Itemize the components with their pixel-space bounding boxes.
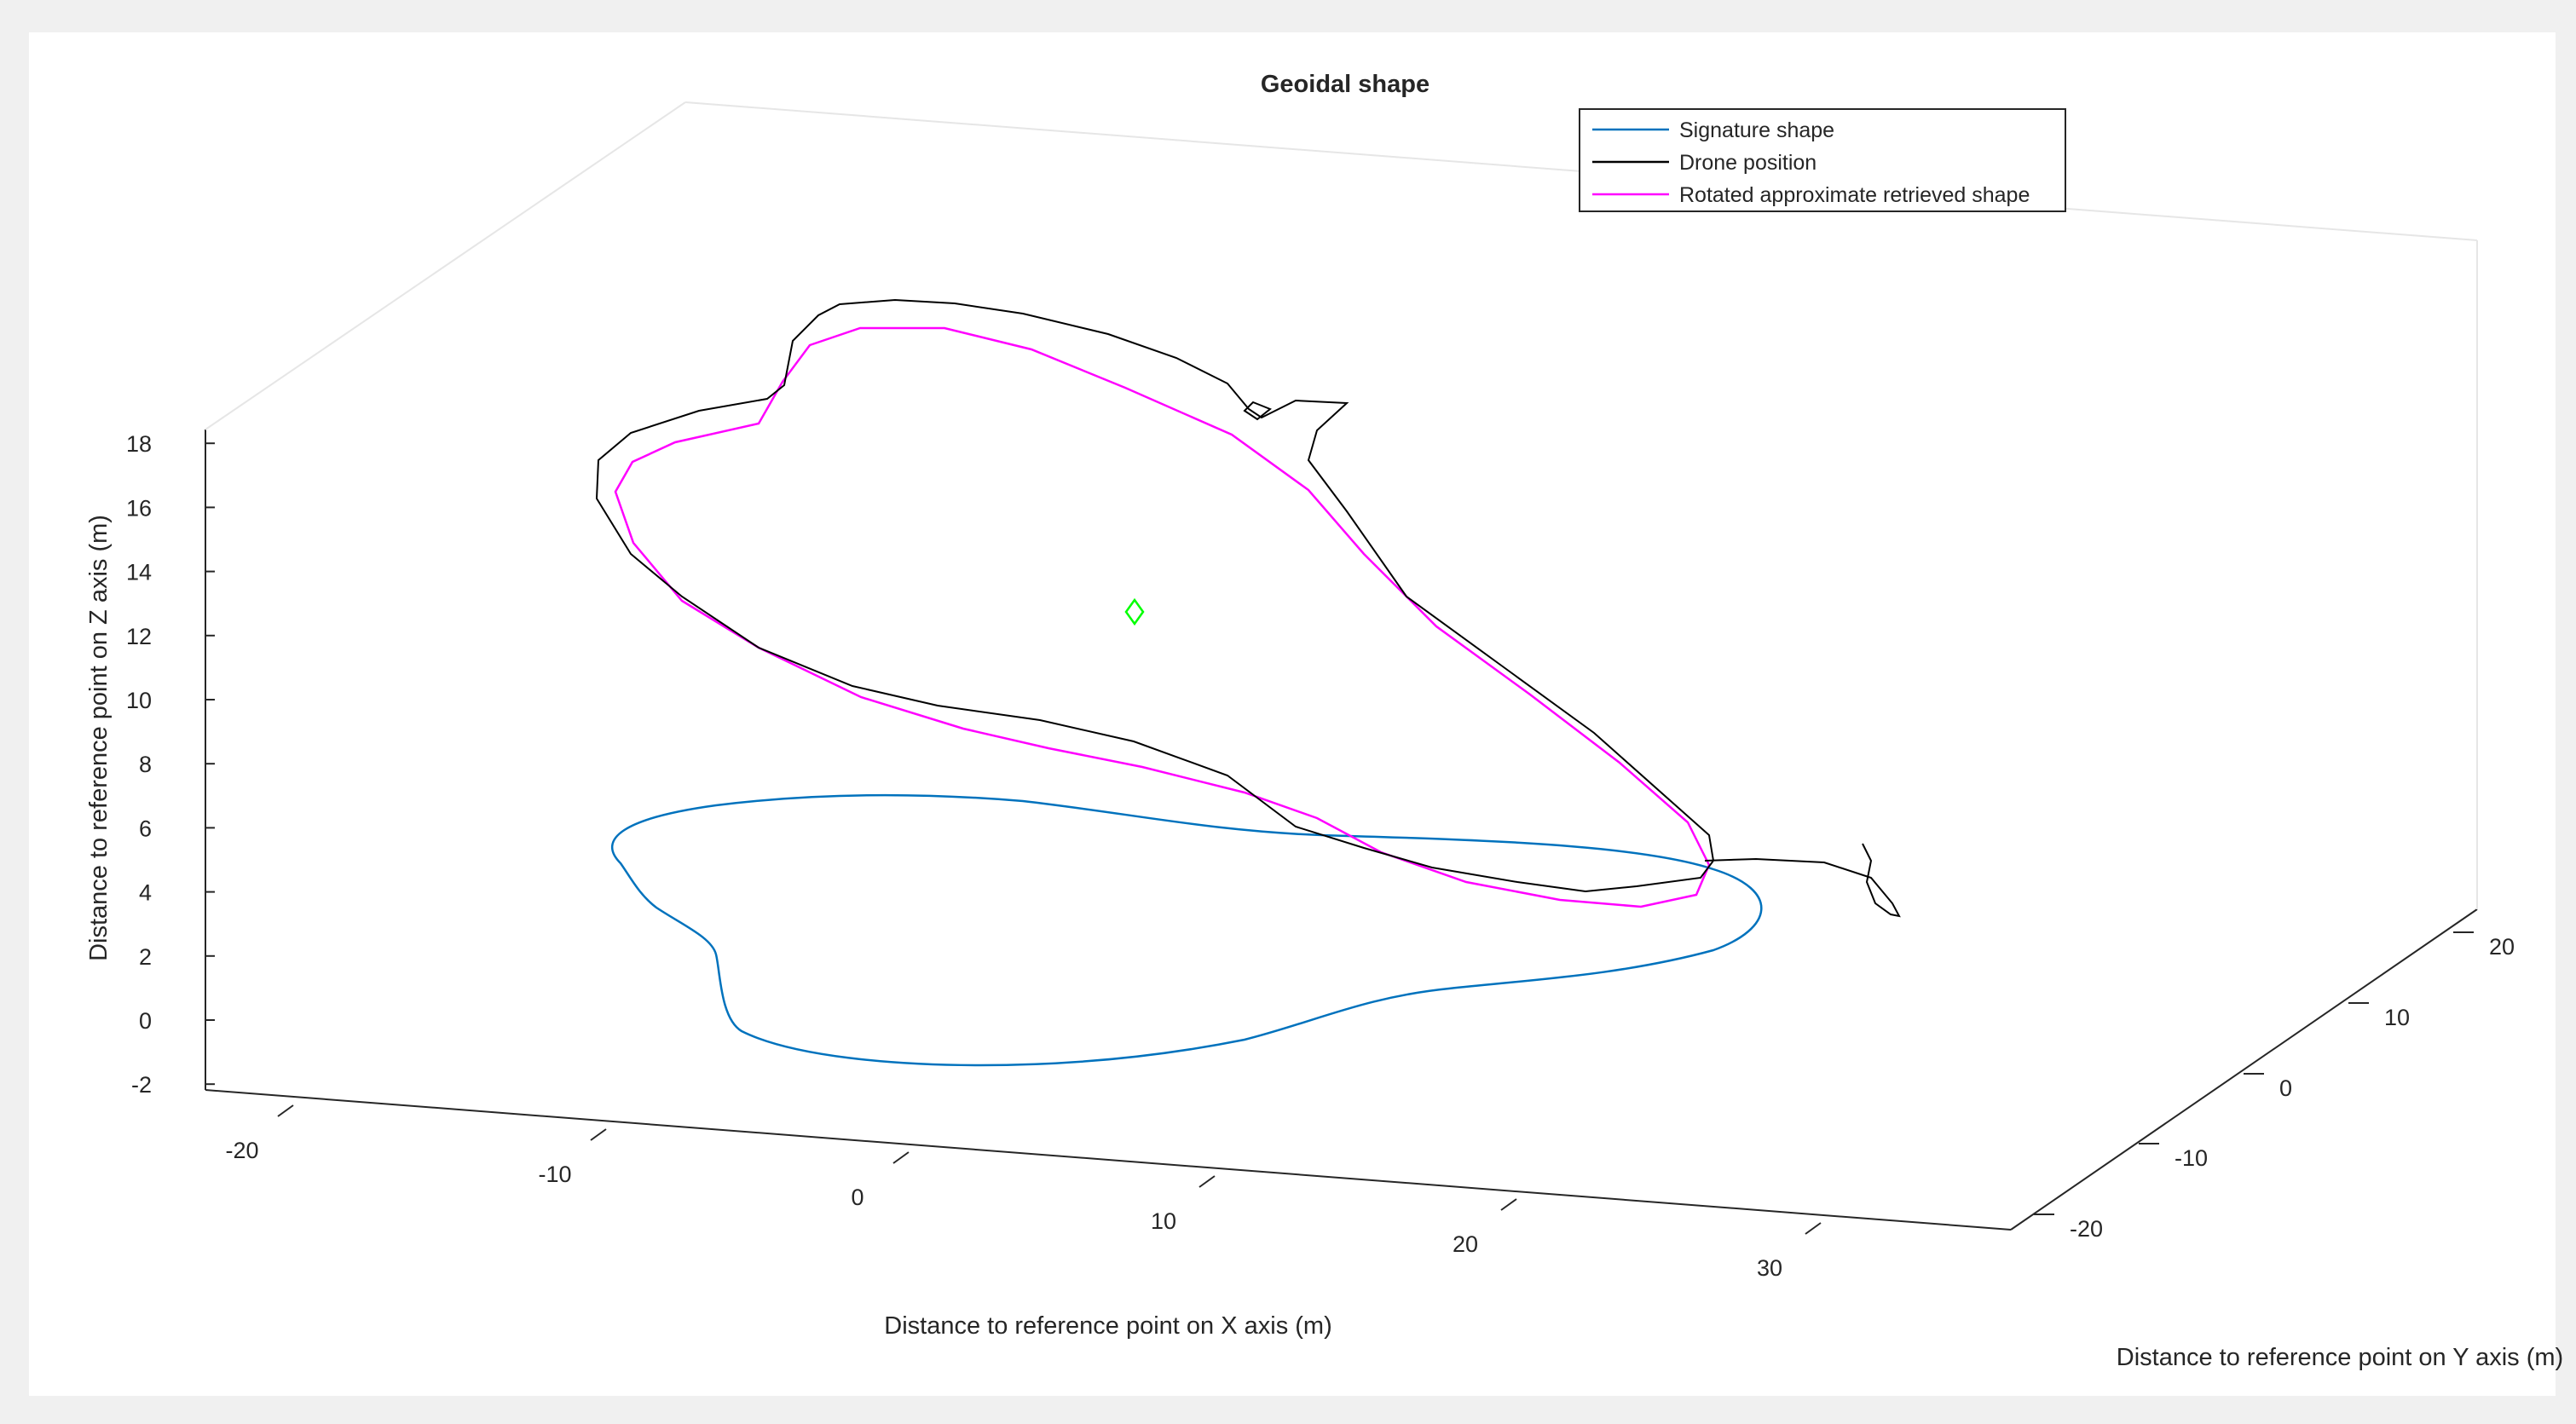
y-tick-label-20: 20 [2489, 934, 2515, 960]
y-axis-ticks: -20 -10 0 10 20 [2034, 931, 2515, 1242]
box-edge-left-top [205, 101, 686, 430]
z-tick-label-10: 10 [126, 688, 152, 713]
x-tick-minus-10 [590, 1128, 607, 1141]
y-tick-label-minus-20: -20 [2070, 1216, 2103, 1242]
axes-background [29, 32, 2556, 1396]
y-axis-line [2010, 908, 2478, 1231]
y-tick-label-10: 10 [2384, 1005, 2410, 1030]
x-tick-minus-20 [277, 1104, 294, 1117]
z-axis-label: Distance to reference point on Z axis (m… [85, 515, 113, 961]
x-tick-label-30: 30 [1757, 1255, 1782, 1281]
z-tick-label-4: 4 [139, 880, 152, 906]
legend-label-rotated-approximate-retrieved-shape: Rotated approximate retrieved shape [1679, 183, 2030, 207]
legend: Signature shape Drone position Rotated a… [1579, 108, 2066, 212]
y-tick-label-minus-10: -10 [2175, 1145, 2208, 1171]
z-tick-label-0: 0 [139, 1008, 152, 1034]
series-line-drone-position [595, 298, 1901, 918]
z-tick-label-12: 12 [126, 624, 152, 649]
x-tick-label-10: 10 [1151, 1208, 1176, 1234]
y-tick-label-0: 0 [2279, 1075, 2292, 1101]
x-tick-label-0: 0 [851, 1185, 863, 1210]
x-axis-ticks: -20 -10 0 10 20 30 [225, 1104, 1822, 1281]
x-axis-line [205, 1089, 2012, 1231]
z-tick-label-14: 14 [126, 560, 152, 585]
series-line-signature-shape [610, 793, 1763, 1067]
legend-label-signature-shape: Signature shape [1679, 118, 1834, 142]
x-tick-10 [1198, 1175, 1216, 1188]
z-tick-label-2: 2 [139, 944, 152, 970]
z-tick-label-minus-2: -2 [131, 1072, 152, 1098]
y-axis-label: Distance to reference point on Y axis (m… [2117, 1344, 2563, 1371]
x-tick-0 [892, 1151, 910, 1164]
x-axis-label: Distance to reference point on X axis (m… [884, 1312, 1331, 1340]
x-tick-label-minus-20: -20 [225, 1138, 258, 1163]
x-tick-30 [1805, 1222, 1822, 1235]
z-axis-ticks: -2 0 2 4 6 8 10 12 14 16 18 [126, 431, 215, 1098]
x-tick-20 [1500, 1198, 1517, 1211]
x-tick-label-minus-10: -10 [538, 1162, 571, 1187]
z-tick-label-18: 18 [126, 431, 152, 457]
z-tick-label-6: 6 [139, 816, 152, 841]
z-tick-label-16: 16 [126, 495, 152, 521]
x-tick-label-20: 20 [1453, 1231, 1478, 1257]
center-marker-diamond [1124, 597, 1145, 626]
chart-title: Geoidal shape [1261, 71, 1430, 98]
legend-label-drone-position: Drone position [1679, 151, 1816, 175]
z-tick-label-8: 8 [139, 752, 152, 777]
